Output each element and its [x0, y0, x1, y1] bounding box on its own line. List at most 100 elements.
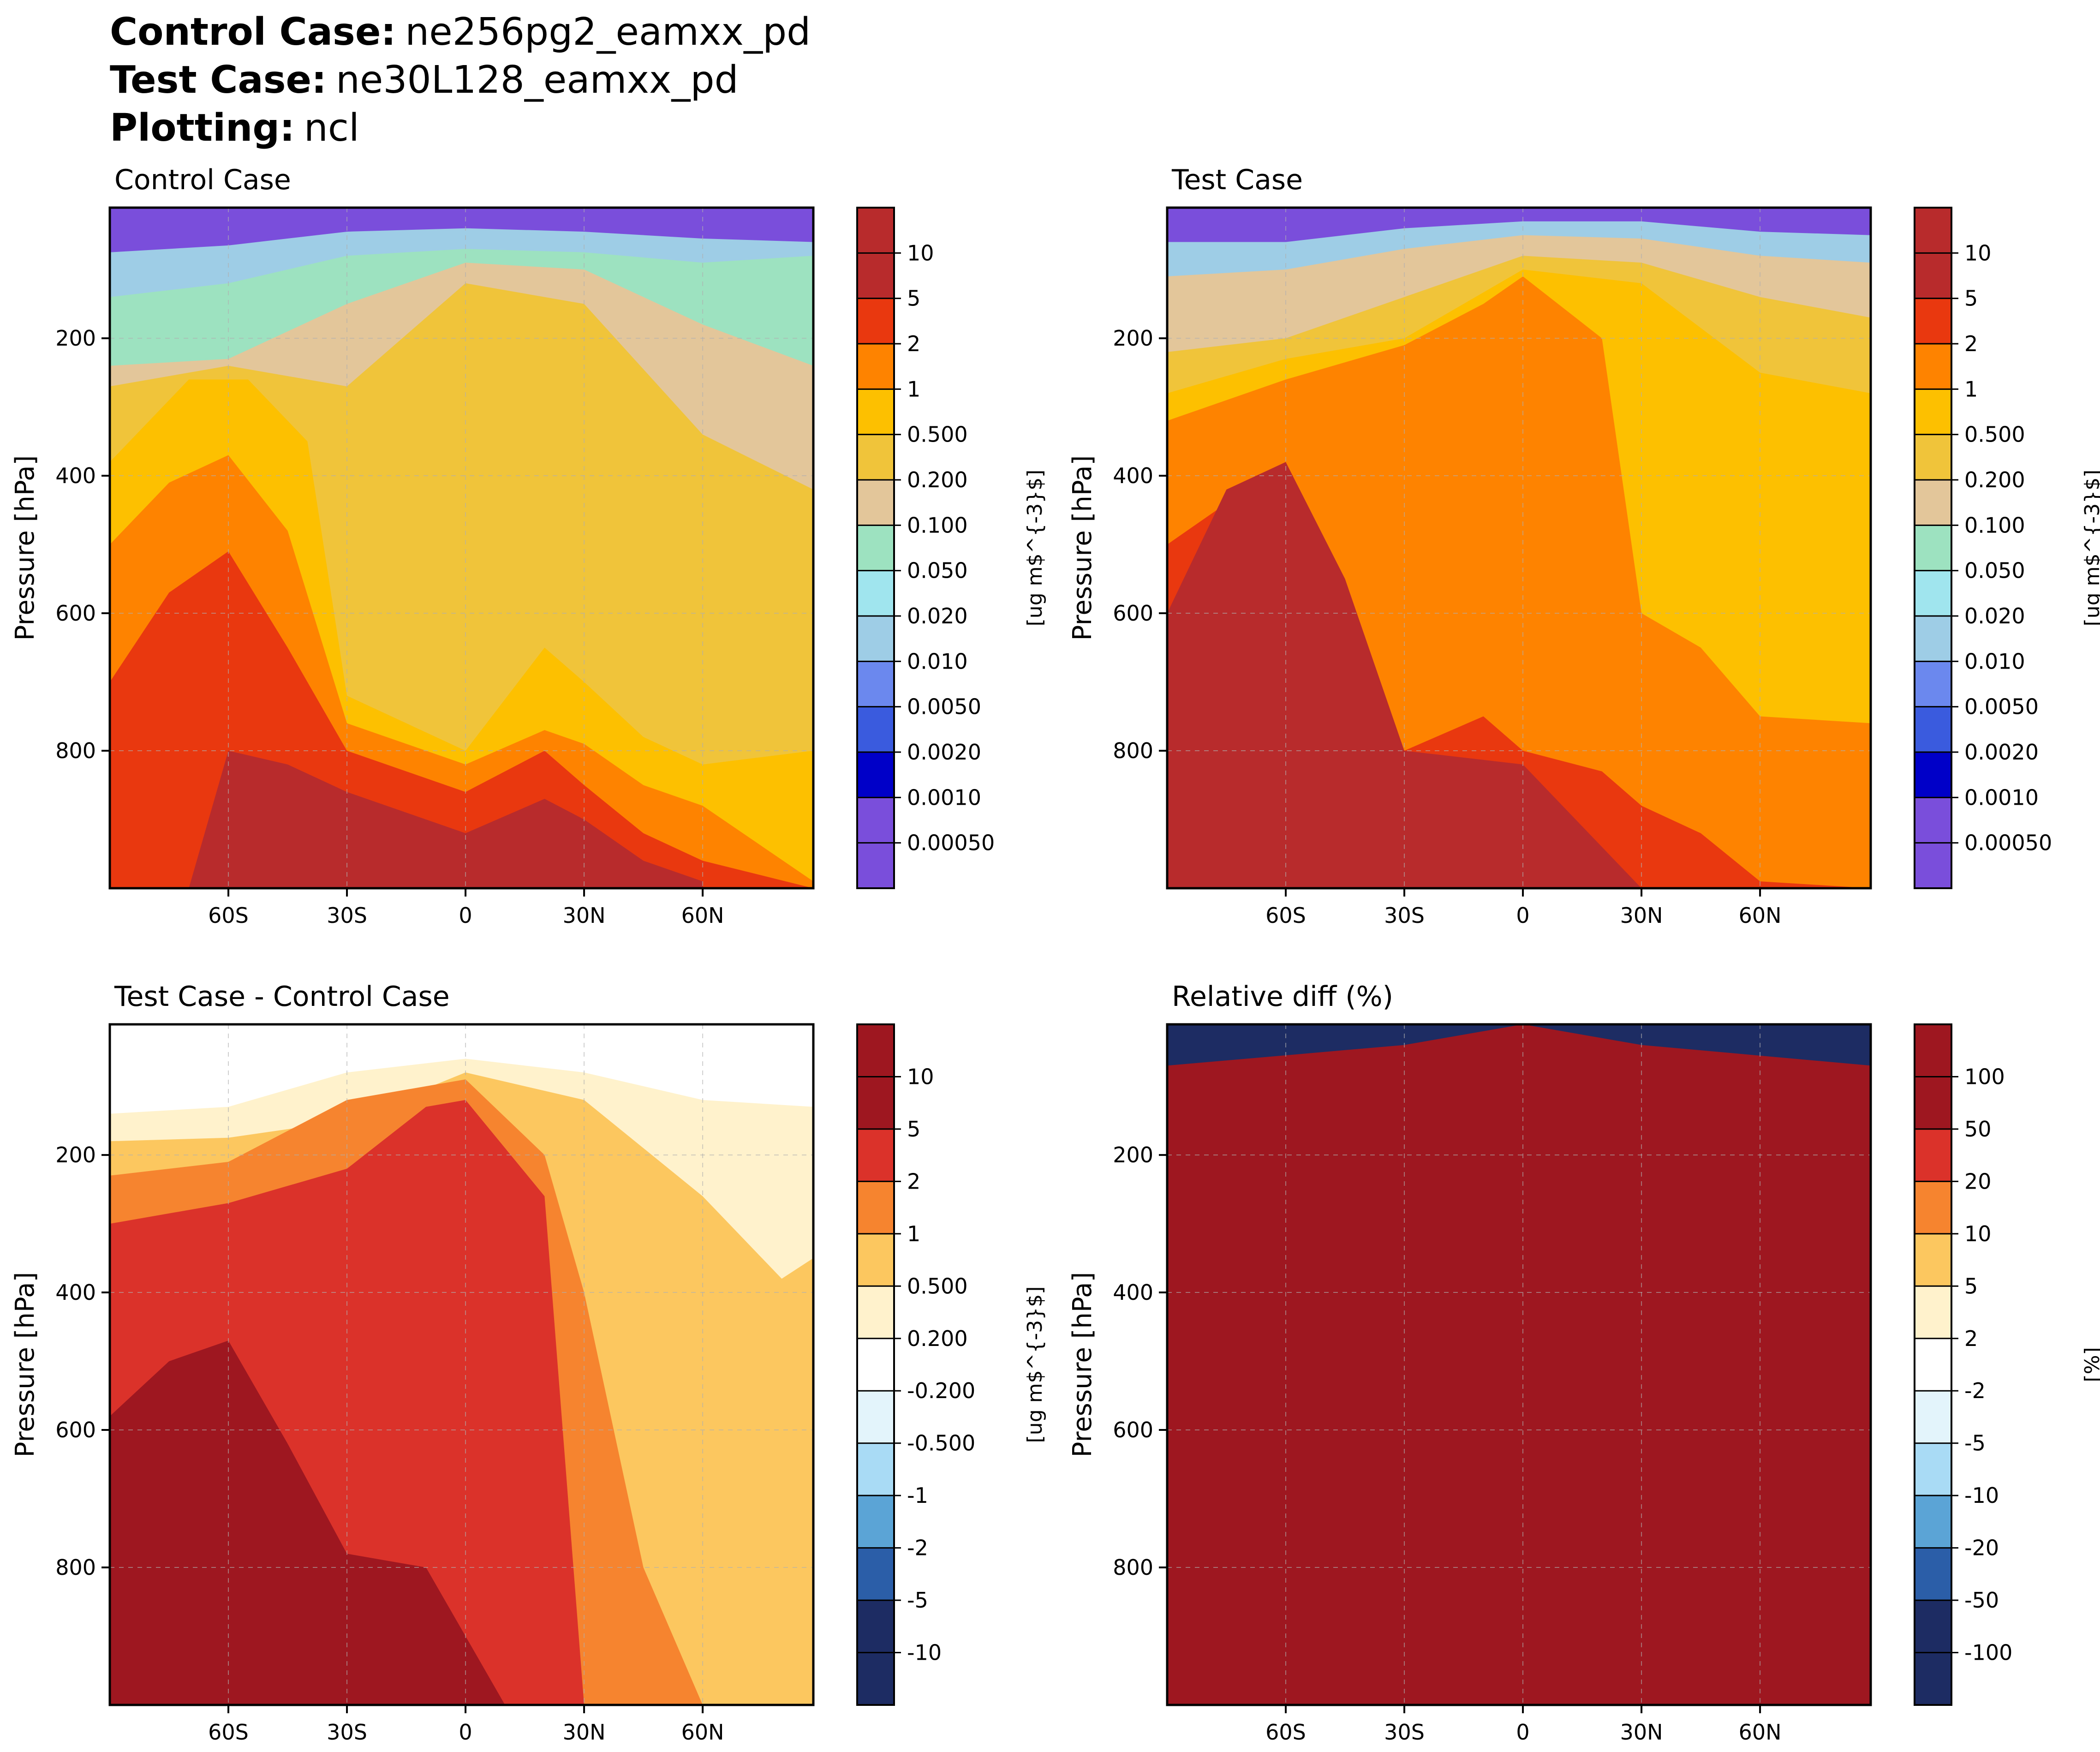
colorbar-tick-label: -0.500: [907, 1431, 975, 1456]
colorbar-tick-label: 0.0050: [1964, 694, 2039, 719]
contour-region-50: [1562, 1636, 1871, 1705]
x-tick-label: 0: [1516, 1720, 1529, 1745]
colorbar-tick-label: -50: [1964, 1588, 1999, 1613]
colorbar-tick-label: 0.010: [1964, 649, 2025, 674]
test-case-value: ne30L128_eamxx_pd: [335, 58, 739, 102]
colorbar-tick-label: 0.020: [1964, 604, 2025, 628]
panel-title: Relative diff (%): [1172, 981, 1393, 1013]
y-axis-label: Pressure [hPa]: [1068, 455, 1098, 641]
x-tick-label: 0: [1516, 903, 1529, 928]
figure-header: Control Case: ne256pg2_eamxx_pd Test Case…: [110, 8, 811, 152]
colorbar-tick-label: -0.200: [907, 1378, 975, 1403]
x-tick-label: 0: [459, 1720, 472, 1745]
x-tick-label: 60N: [681, 1720, 724, 1745]
colorbar-swatch: [857, 1495, 894, 1549]
colorbar-frame: [1914, 1023, 1952, 1706]
colorbar-tick-label: 0.200: [907, 1326, 968, 1351]
test-case-line: Test Case: ne30L128_eamxx_pd: [110, 56, 811, 104]
y-tick-label: 800: [1113, 1555, 1153, 1580]
colorbar-tick-label: 0.500: [907, 1274, 968, 1298]
x-tick-label: 60S: [1265, 903, 1306, 928]
colorbar-swatch: [1915, 1495, 1951, 1549]
colorbar-tick-label: -5: [907, 1588, 928, 1613]
colorbar-tick-label: -2: [1964, 1378, 1986, 1403]
y-axis-label: Pressure [hPa]: [1068, 1272, 1098, 1458]
colorbar-tick-label: 5: [1964, 1274, 1978, 1298]
colorbar-tick-label: 2: [907, 331, 920, 356]
y-axis-label: Pressure [hPa]: [10, 1272, 40, 1458]
x-tick-label: 60N: [681, 903, 724, 928]
contour-fill-group: [110, 1024, 813, 1705]
colorbar-tick-label: 10: [1964, 240, 1992, 265]
test-case-key: Test Case:: [110, 58, 327, 102]
colorbar-swatch: [857, 1600, 894, 1653]
colorbar-swatch: [1915, 434, 1951, 480]
colorbar-swatch: [1915, 1076, 1951, 1130]
y-tick-label: 400: [1113, 1280, 1153, 1305]
colorbar-swatch: [1915, 661, 1951, 707]
colorbar-swatch: [857, 661, 894, 707]
contour-fill-group: [1167, 208, 1871, 888]
colorbar-swatch: [857, 1338, 894, 1392]
colorbar-swatch: [1915, 616, 1951, 662]
y-axis-label: Pressure [hPa]: [10, 455, 40, 641]
colorbar-tick-label: 2: [1964, 1326, 1978, 1351]
colorbar-tick-label: 0.200: [1964, 467, 2025, 492]
colorbar-frame: [856, 207, 895, 889]
y-tick-label: 600: [55, 601, 96, 626]
colorbar-tick-label: -1: [907, 1483, 928, 1508]
colorbar-tick-label: 0.050: [1964, 558, 2025, 583]
x-tick-label: 60S: [208, 903, 249, 928]
colorbar-swatch: [857, 1024, 894, 1077]
colorbar-label: [%]: [2081, 1347, 2100, 1382]
x-tick-label: 0: [459, 903, 472, 928]
colorbar-tick-label: 0.010: [907, 649, 968, 674]
colorbar-swatch: [1915, 570, 1951, 616]
colorbar-tick-label: 5: [907, 286, 920, 311]
colorbar-label: [ug m$^{-3}$]: [1023, 470, 1047, 627]
colorbar: 10 5 2 1 0.500 0.200 0.100 0.050 0.020 0.010 0.005…: [856, 207, 1047, 889]
colorbar-tick-label: -5: [1964, 1431, 1986, 1456]
colorbar-tick-label: 0.100: [1964, 513, 2025, 538]
x-tick-label: 30N: [563, 1720, 606, 1745]
colorbar-swatch: [857, 1391, 894, 1444]
colorbar-swatch: [1915, 1548, 1951, 1601]
plot-frame: [108, 206, 815, 890]
y-tick-label: 600: [1113, 1417, 1153, 1442]
colorbar-tick-label: -20: [1964, 1536, 1999, 1561]
colorbar-swatch: [857, 616, 894, 662]
colorbar-swatch: [1915, 752, 1951, 798]
colorbar-swatch: [1915, 1391, 1951, 1444]
colorbar-tick-label: 0.0010: [907, 785, 981, 810]
x-tick-label: 60S: [1265, 1720, 1306, 1745]
colorbar-swatch: [857, 570, 894, 616]
y-tick-label: 600: [1113, 601, 1153, 626]
panel-1: Control Case 60S 30S 0 30N 60N 200 400 600 800 Pre…: [10, 164, 1047, 928]
panel-title: Test Case - Control Case: [114, 981, 450, 1013]
colorbar-swatch: [1915, 1181, 1951, 1234]
colorbar-tick-label: 0.00050: [907, 831, 995, 855]
x-tick-label: 30N: [1620, 1720, 1663, 1745]
x-tick-label: 30S: [1384, 903, 1425, 928]
colorbar-swatch: [1915, 480, 1951, 526]
colorbar-tick-label: -10: [907, 1640, 942, 1665]
contour-fill-group: [1167, 1024, 1871, 1705]
colorbar-swatch: [857, 253, 894, 299]
contour-region-5: [110, 1340, 505, 1705]
colorbar-swatch: [857, 434, 894, 480]
y-tick-label: 200: [55, 326, 96, 351]
colorbar-swatch: [857, 525, 894, 571]
panel-3: Test Case - Control Case 60S 30S 0 30N 60N 200…: [10, 981, 1047, 1745]
colorbar-swatch: [1915, 706, 1951, 753]
colorbar-label: [ug m$^{-3}$]: [2081, 470, 2100, 627]
colorbar-tick-label: 10: [907, 240, 934, 265]
colorbar-swatch: [857, 1076, 894, 1130]
colorbar-swatch: [857, 752, 894, 798]
colorbar-tick-label: 10: [907, 1064, 934, 1089]
colorbar-swatch: [1915, 1338, 1951, 1392]
y-tick-label: 800: [55, 738, 96, 763]
y-tick-label: 800: [55, 1555, 96, 1580]
x-tick-label: 30N: [1620, 903, 1663, 928]
colorbar-swatch: [1915, 1286, 1951, 1339]
colorbar-tick-label: 20: [1964, 1169, 1992, 1194]
